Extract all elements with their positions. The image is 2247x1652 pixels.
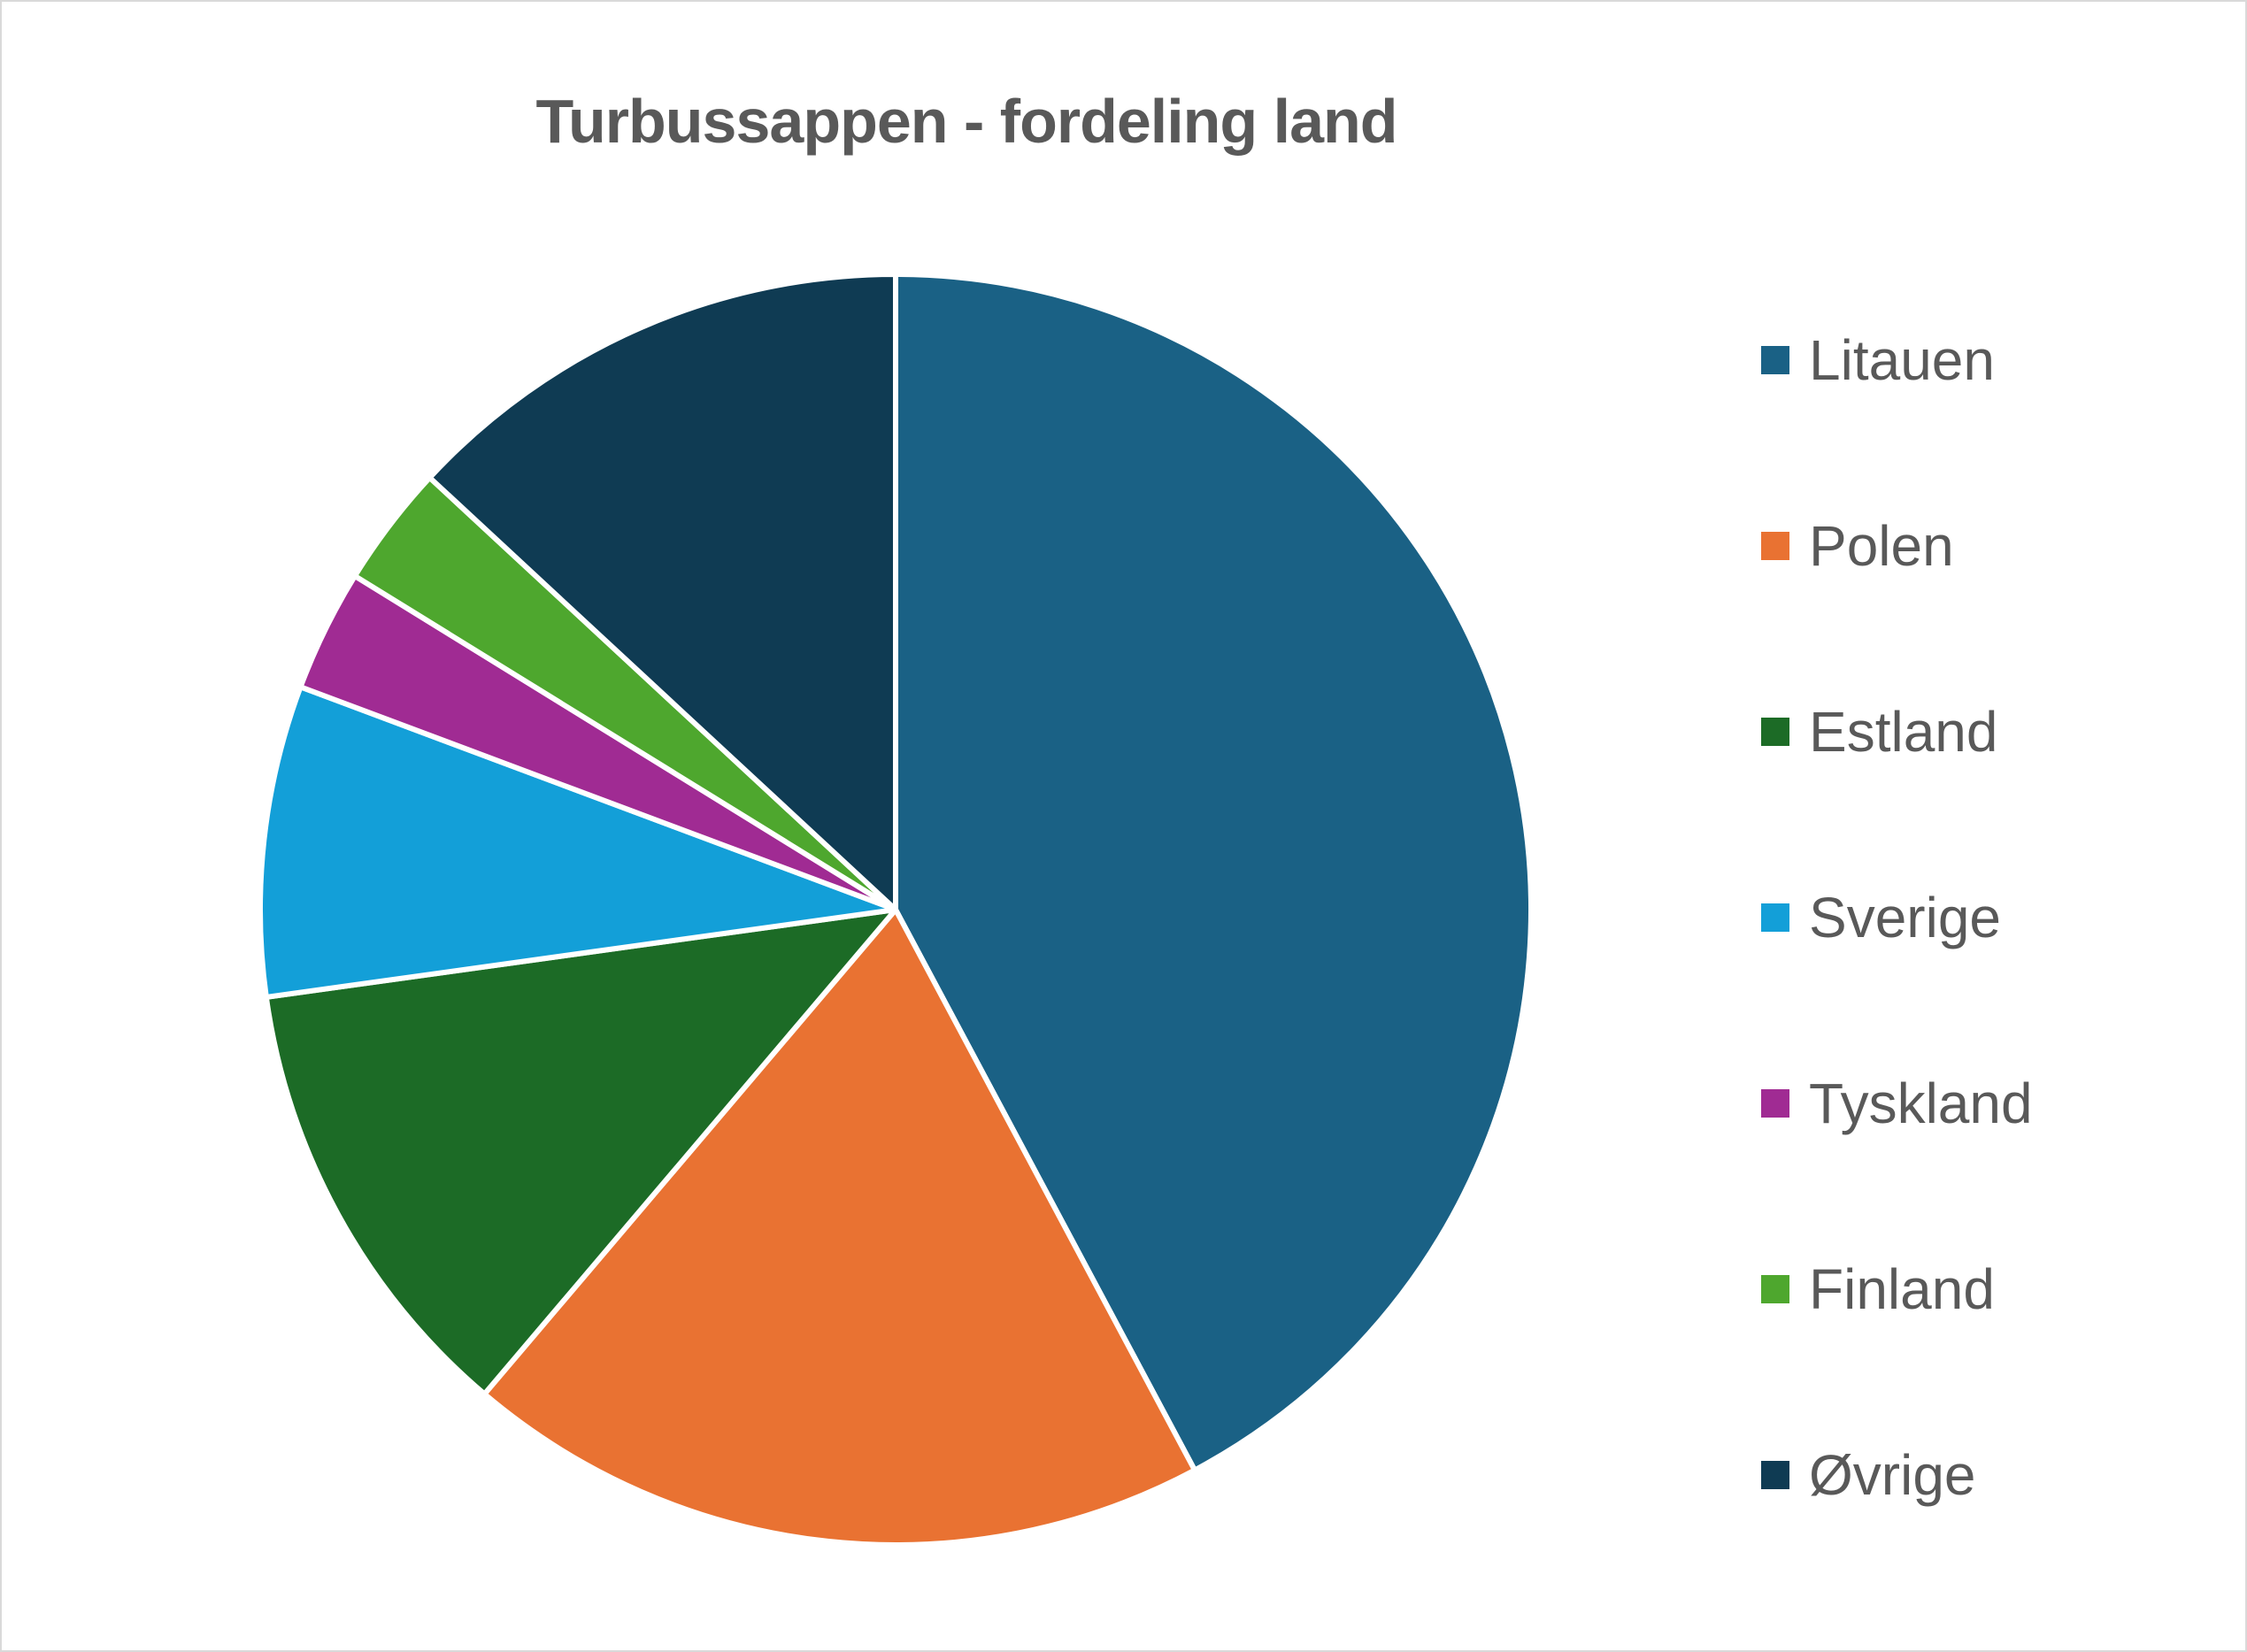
legend-item-polen: Polen <box>1761 506 1954 586</box>
legend-label: Estland <box>1809 700 1998 764</box>
legend-item-tyskland: Tyskland <box>1761 1064 2033 1143</box>
chart-title: Turbussappen - fordeling land <box>535 87 1397 156</box>
legend-swatch <box>1761 1461 1789 1489</box>
legend-label: Litauen <box>1809 328 1995 392</box>
legend-item-sverige: Sverige <box>1761 878 2001 957</box>
legend-item-ovrige: Øvrige <box>1761 1435 1976 1515</box>
legend-label: Øvrige <box>1809 1443 1976 1507</box>
legend-item-litauen: Litauen <box>1761 320 1995 400</box>
legend-swatch <box>1761 532 1789 560</box>
pie-slice-polen <box>481 907 1197 1548</box>
legend-swatch <box>1761 718 1789 746</box>
legend-label: Finland <box>1809 1257 1995 1321</box>
legend-swatch <box>1761 903 1789 932</box>
legend-item-estland: Estland <box>1761 692 1997 772</box>
pie-slice-litauen <box>893 272 1535 1473</box>
pie-slice-ovrige <box>427 272 898 912</box>
legend-swatch <box>1761 1089 1789 1118</box>
legend-label: Sverige <box>1809 886 2001 949</box>
legend-swatch <box>1761 346 1789 374</box>
pie-slice-estland <box>263 907 898 1397</box>
legend-item-finland: Finland <box>1761 1249 1995 1329</box>
legend-label: Polen <box>1809 514 1954 578</box>
legend-label: Tyskland <box>1809 1072 2033 1135</box>
pie-slice-sverige <box>258 684 898 1000</box>
legend-swatch <box>1761 1275 1789 1303</box>
